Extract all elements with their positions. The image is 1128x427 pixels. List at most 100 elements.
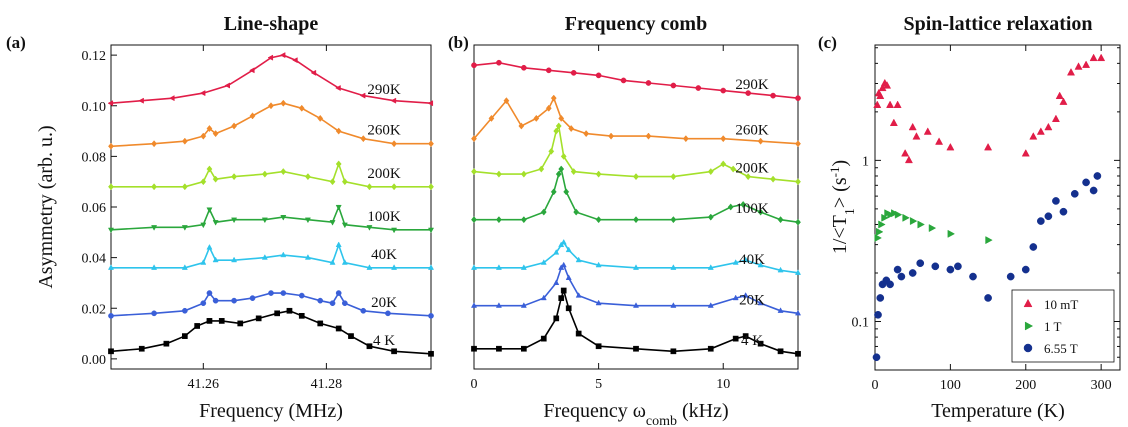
data-point <box>335 204 342 211</box>
data-point <box>908 269 917 277</box>
data-point <box>249 67 255 74</box>
data-point <box>470 264 478 270</box>
legend-entry: 1 T <box>1044 319 1062 334</box>
data-point <box>565 274 572 280</box>
data-point <box>720 87 727 94</box>
data-point <box>575 256 582 263</box>
series-line <box>110 102 431 148</box>
data-point <box>794 269 802 275</box>
data-point <box>917 220 925 229</box>
data-point <box>1097 53 1106 62</box>
series-200k: 200K <box>108 160 434 191</box>
data-point <box>875 227 884 236</box>
data-point <box>777 348 784 355</box>
data-point <box>108 183 114 191</box>
panel-c-xtick-label: 100 <box>940 378 961 393</box>
panel-frequency-comb: (b) Frequency comb 0 5 10 4 K 20K 40K 100K 200… <box>448 13 802 427</box>
data-point <box>563 188 570 196</box>
data-point <box>496 345 502 352</box>
data-point <box>206 290 213 296</box>
data-point <box>520 64 527 71</box>
data-point <box>632 302 640 308</box>
series-line <box>474 166 799 223</box>
data-point <box>742 256 749 263</box>
data-point <box>335 290 342 296</box>
data-point <box>391 348 397 355</box>
data-point <box>286 307 293 314</box>
data-point <box>279 52 286 59</box>
data-point <box>520 216 527 224</box>
data-point <box>317 297 324 304</box>
data-point <box>520 264 527 270</box>
data-point <box>471 216 477 224</box>
data-point <box>795 140 801 148</box>
curve-label: 290K <box>735 77 769 93</box>
data-point <box>560 287 567 294</box>
data-point <box>151 183 158 191</box>
data-point <box>876 91 885 100</box>
data-point <box>757 137 764 145</box>
data-point <box>575 292 582 298</box>
data-point <box>496 59 502 66</box>
data-point <box>359 92 366 99</box>
data-point <box>550 94 557 102</box>
data-point <box>533 114 540 122</box>
data-point <box>335 160 342 168</box>
data-point <box>565 246 572 253</box>
data-point <box>555 122 562 130</box>
data-point <box>1051 114 1060 123</box>
data-point <box>1082 178 1090 187</box>
data-point <box>212 130 219 138</box>
data-point <box>1070 189 1079 198</box>
data-point <box>181 137 188 145</box>
data-point <box>298 312 305 319</box>
data-point <box>335 85 341 92</box>
data-point <box>645 80 652 86</box>
data-point <box>984 142 993 151</box>
panel-a-ylabel: Asymmetry (arb. u.) <box>35 125 57 288</box>
panel-a-ytick-label: 0.12 <box>82 49 107 64</box>
data-point <box>341 222 348 229</box>
data-point <box>757 299 764 306</box>
data-point <box>470 302 478 308</box>
data-point <box>872 353 881 362</box>
data-point <box>231 297 237 304</box>
data-point <box>231 256 238 263</box>
data-point <box>540 259 547 265</box>
data-point <box>902 213 910 222</box>
data-point <box>555 170 562 178</box>
data-point <box>545 67 552 74</box>
data-point <box>1029 132 1038 140</box>
data-point <box>261 254 268 260</box>
data-point <box>904 155 913 164</box>
series-20k: 20K <box>470 261 802 316</box>
data-point <box>558 165 565 173</box>
data-point <box>108 312 114 319</box>
data-point <box>200 132 207 140</box>
data-point <box>595 261 602 268</box>
series-260k: 260K <box>108 99 434 150</box>
data-point <box>794 309 802 316</box>
data-point <box>1021 149 1030 157</box>
data-point <box>1082 60 1091 68</box>
data-point <box>360 307 367 314</box>
panel-b-title: Frequency comb <box>565 13 707 35</box>
data-point <box>1089 53 1098 62</box>
panel-c-ylabel-p2: > (s <box>829 177 851 208</box>
data-point <box>280 215 287 221</box>
data-point <box>540 335 547 342</box>
series-40k: 40K <box>470 238 802 275</box>
data-point <box>795 95 801 102</box>
data-point <box>670 216 677 224</box>
panel-b-letter: (b) <box>448 33 469 52</box>
panel-c-points <box>872 53 1106 362</box>
data-point <box>206 318 213 324</box>
data-point <box>200 259 207 265</box>
data-point <box>151 264 158 270</box>
data-point <box>495 264 502 270</box>
data-point <box>428 350 434 357</box>
data-point <box>261 170 268 178</box>
data-point <box>1089 186 1098 195</box>
data-point <box>928 224 937 233</box>
data-point <box>873 100 882 108</box>
